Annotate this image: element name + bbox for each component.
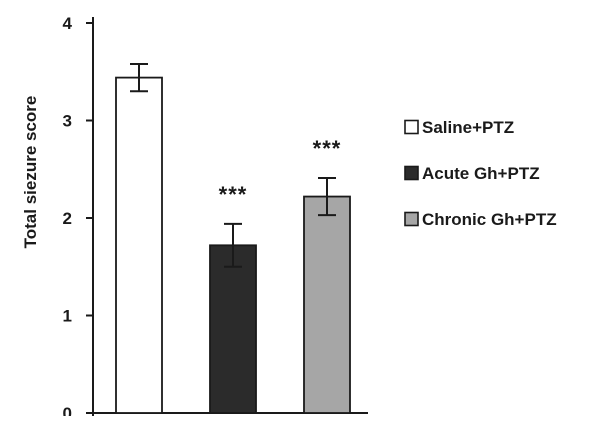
bar [115, 76, 163, 414]
legend-label: Chronic Gh+PTZ [422, 210, 557, 229]
y-tick-label: 3 [63, 112, 72, 131]
y-axis-title: Total siezure score [21, 96, 40, 249]
legend-swatch [404, 119, 419, 135]
significance-label: *** [219, 182, 248, 207]
legend-label: Acute Gh+PTZ [422, 164, 540, 183]
significance-label: *** [313, 136, 342, 161]
y-tick-label: 0 [63, 404, 72, 416]
legend-label: Saline+PTZ [422, 118, 514, 137]
y-tick-label: 2 [63, 209, 72, 228]
bar [303, 195, 351, 414]
plot-area: 0 1 2 3 4 *** *** [63, 14, 368, 421]
legend: Saline+PTZ Acute Gh+PTZ Chronic Gh+PTZ [404, 118, 557, 229]
bar [209, 244, 257, 414]
y-tick-label: 4 [63, 14, 73, 33]
y-tick-label: 1 [63, 307, 72, 326]
legend-swatch [404, 165, 419, 181]
legend-swatch [404, 211, 419, 227]
